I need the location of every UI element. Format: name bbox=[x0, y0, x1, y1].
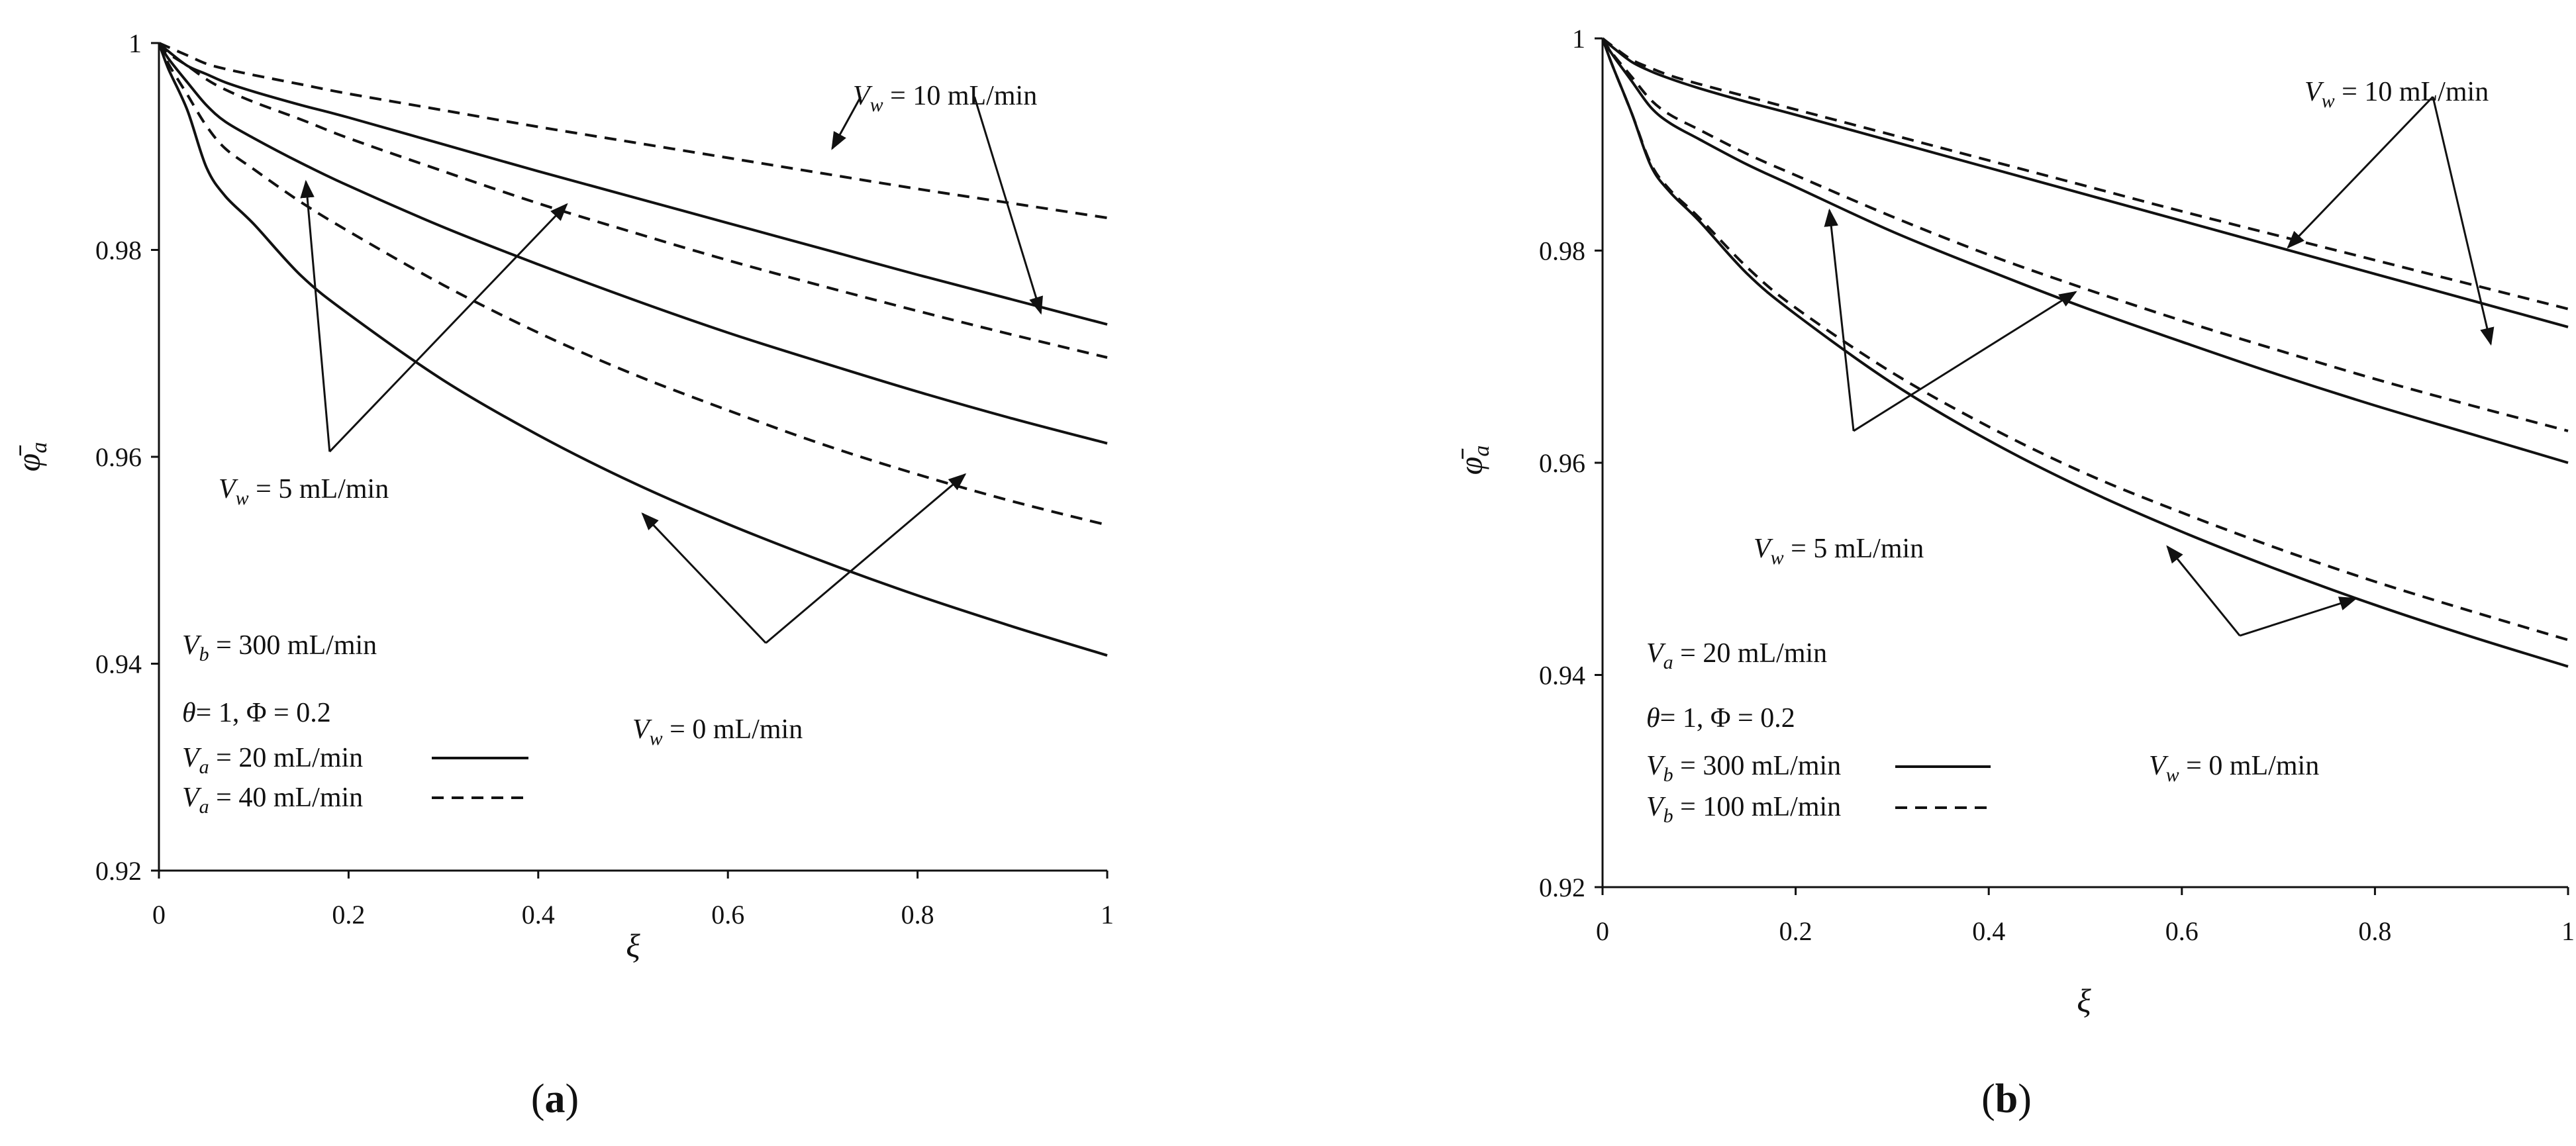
arrow-vw5-4 bbox=[328, 203, 568, 453]
arrow-vw0-6 bbox=[765, 473, 967, 644]
annotation-vw5: Vw = 5 mL/min bbox=[219, 474, 389, 509]
annotation-vw10: Vw = 10 mL/min bbox=[2304, 77, 2489, 112]
svg-text:φ̄a: φ̄a bbox=[1452, 446, 1494, 475]
arrow-vw10-1 bbox=[2287, 96, 2434, 249]
x-axis-label: ξ bbox=[626, 927, 640, 964]
y-tick-label: 1 bbox=[128, 28, 142, 58]
arrow-vw10-2 bbox=[973, 96, 1043, 315]
arrow-vw5-4 bbox=[1853, 291, 2077, 432]
x-tick-label: 0 bbox=[1596, 916, 1609, 946]
arrow-vw5-3 bbox=[300, 179, 331, 452]
series-line-3-solid bbox=[1601, 37, 2569, 464]
chart-panel-b: 0.92 0.94 0.96 0.98 1 0 0.2 0.4 0.6 0.8 1 ξ φ̄a V… bbox=[1452, 24, 2575, 1122]
y-tick-label: 0.96 bbox=[95, 442, 142, 472]
x-axis-label: ξ bbox=[2077, 982, 2091, 1019]
x-tick-label: 0.8 bbox=[2358, 916, 2391, 946]
legend-entry-dashed: Vb = 100 mL/min bbox=[1646, 792, 1841, 827]
series-lines bbox=[158, 42, 1108, 657]
series-line-4-dashed bbox=[1601, 37, 2569, 432]
legend: Vb = 300 mL/min Vb = 100 mL/min bbox=[1646, 751, 1991, 827]
arrow-vw10-1 bbox=[831, 96, 862, 150]
series-line-1-solid bbox=[1601, 38, 2569, 668]
y-axis-label: φ̄a bbox=[10, 442, 52, 472]
chart-panel-a: 0.92 0.94 0.96 0.98 1 0 0.2 0.4 0.6 0.8 1 ξ φ̄a V… bbox=[10, 28, 1114, 1122]
y-axis-ticks: 0.92 0.94 0.96 0.98 1 bbox=[1539, 24, 1603, 902]
y-axis-ticks: 0.92 0.94 0.96 0.98 1 bbox=[95, 28, 159, 886]
legend: Va = 20 mL/min Va = 40 mL/min bbox=[182, 743, 528, 818]
annotation-vw5: Vw = 5 mL/min bbox=[1754, 534, 1924, 569]
series-line-1-solid bbox=[158, 42, 1108, 657]
panel-label-a: (a) bbox=[531, 1076, 579, 1122]
x-tick-label: 0.2 bbox=[332, 900, 365, 930]
x-tick-label: 0.2 bbox=[1779, 916, 1812, 946]
condition-vb: Vb = 300 mL/min bbox=[182, 630, 377, 665]
panel-label-b: (b) bbox=[1981, 1076, 2032, 1122]
series-line-6-dashed bbox=[1601, 37, 2569, 310]
legend-entry-solid: Vb = 300 mL/min bbox=[1646, 751, 1841, 786]
x-axis-ticks: 0 0.2 0.4 0.6 0.8 1 bbox=[152, 871, 1114, 930]
x-tick-label: 1 bbox=[2561, 916, 2575, 946]
x-tick-label: 0.4 bbox=[522, 900, 555, 930]
x-tick-label: 0.6 bbox=[2165, 916, 2199, 946]
annotation-vw0: Vw = 0 mL/min bbox=[632, 714, 803, 749]
series-line-6-dashed bbox=[158, 42, 1108, 220]
y-axis-label: φ̄a bbox=[1452, 446, 1494, 475]
series-line-2-dashed bbox=[1601, 38, 2569, 642]
annotation-arrows bbox=[1824, 96, 2495, 637]
condition-theta-phi: θ= 1, Φ = 0.2 bbox=[182, 698, 331, 728]
y-tick-label: 0.92 bbox=[1539, 873, 1585, 902]
annotation-arrows bbox=[300, 96, 1043, 644]
condition-theta-phi: θ= 1, Φ = 0.2 bbox=[1646, 703, 1795, 734]
condition-va: Va = 20 mL/min bbox=[1646, 638, 1827, 673]
series-line-5-solid bbox=[158, 42, 1108, 326]
svg-text:φ̄a: φ̄a bbox=[10, 442, 52, 472]
y-tick-label: 0.96 bbox=[1539, 448, 1585, 478]
x-tick-label: 0.4 bbox=[1972, 916, 2005, 946]
series-line-3-solid bbox=[158, 42, 1108, 445]
y-tick-label: 0.92 bbox=[95, 856, 142, 886]
y-tick-label: 0.94 bbox=[1539, 661, 1585, 691]
y-tick-label: 0.94 bbox=[95, 649, 142, 679]
arrow-vw10-2 bbox=[2432, 96, 2495, 346]
x-tick-label: 0 bbox=[152, 900, 166, 930]
x-tick-label: 0.6 bbox=[711, 900, 744, 930]
arrow-vw5-3 bbox=[1824, 208, 1855, 432]
y-tick-label: 1 bbox=[1572, 24, 1585, 54]
arrow-vw0-6 bbox=[2239, 597, 2357, 637]
x-tick-label: 0.8 bbox=[901, 900, 934, 930]
annotation-vw10: Vw = 10 mL/min bbox=[853, 81, 1037, 116]
legend-entry-dashed: Va = 40 mL/min bbox=[182, 783, 363, 818]
y-tick-label: 0.98 bbox=[1539, 236, 1585, 266]
legend-entry-solid: Va = 20 mL/min bbox=[182, 743, 363, 778]
annotation-vw0: Vw = 0 mL/min bbox=[2149, 751, 2319, 786]
series-line-4-dashed bbox=[158, 42, 1108, 359]
arrow-vw0-5 bbox=[2166, 545, 2241, 637]
x-axis-ticks: 0 0.2 0.4 0.6 0.8 1 bbox=[1596, 887, 2575, 946]
x-tick-label: 1 bbox=[1101, 900, 1114, 930]
y-tick-label: 0.98 bbox=[95, 236, 142, 265]
series-line-2-dashed bbox=[158, 42, 1108, 527]
arrow-vw0-5 bbox=[641, 512, 767, 644]
series-lines bbox=[1601, 37, 2569, 668]
series-line-5-solid bbox=[1601, 37, 2569, 328]
